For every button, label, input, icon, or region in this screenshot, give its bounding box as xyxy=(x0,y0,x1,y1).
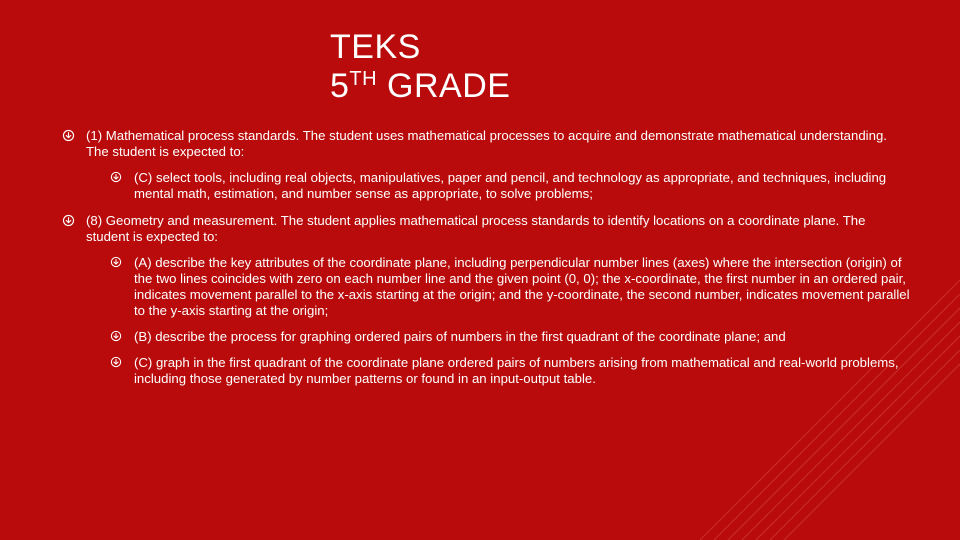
list-item: (C) graph in the first quadrant of the c… xyxy=(50,355,910,387)
title-line-1: TEKS xyxy=(330,28,910,67)
list-item: (1) Mathematical process standards. The … xyxy=(50,128,910,160)
bullet-icon xyxy=(110,329,134,345)
content-list: (1) Mathematical process standards. The … xyxy=(50,128,910,387)
list-item-text: (A) describe the key attributes of the c… xyxy=(134,255,910,319)
list-item: (8) Geometry and measurement. The studen… xyxy=(50,213,910,245)
bullet-icon xyxy=(110,170,134,202)
title-line-2: 5TH GRADE xyxy=(330,67,910,106)
slide-title: TEKS 5TH GRADE xyxy=(330,28,910,106)
list-item: (B) describe the process for graphing or… xyxy=(50,329,910,345)
title-sup: TH xyxy=(349,68,377,90)
bullet-icon xyxy=(62,213,86,245)
list-item-text: (B) describe the process for graphing or… xyxy=(134,329,910,345)
list-item-text: (8) Geometry and measurement. The studen… xyxy=(86,213,910,245)
list-item: (C) select tools, including real objects… xyxy=(50,170,910,202)
bullet-icon xyxy=(110,355,134,387)
title-suffix: GRADE xyxy=(377,67,510,105)
bullet-icon xyxy=(62,128,86,160)
slide: TEKS 5TH GRADE (1) Mathematical process … xyxy=(0,0,960,540)
list-item-text: (C) graph in the first quadrant of the c… xyxy=(134,355,910,387)
list-item-text: (1) Mathematical process standards. The … xyxy=(86,128,910,160)
title-prefix: 5 xyxy=(330,67,349,105)
list-item: (A) describe the key attributes of the c… xyxy=(50,255,910,319)
bullet-icon xyxy=(110,255,134,319)
list-item-text: (C) select tools, including real objects… xyxy=(134,170,910,202)
